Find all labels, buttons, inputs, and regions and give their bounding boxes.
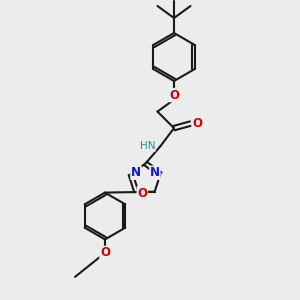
Text: HN: HN	[140, 141, 155, 151]
Text: O: O	[169, 88, 179, 102]
Text: O: O	[137, 187, 147, 200]
Text: N: N	[131, 166, 141, 179]
Text: N: N	[150, 166, 160, 179]
Text: O: O	[100, 246, 110, 260]
Text: O: O	[192, 117, 202, 130]
